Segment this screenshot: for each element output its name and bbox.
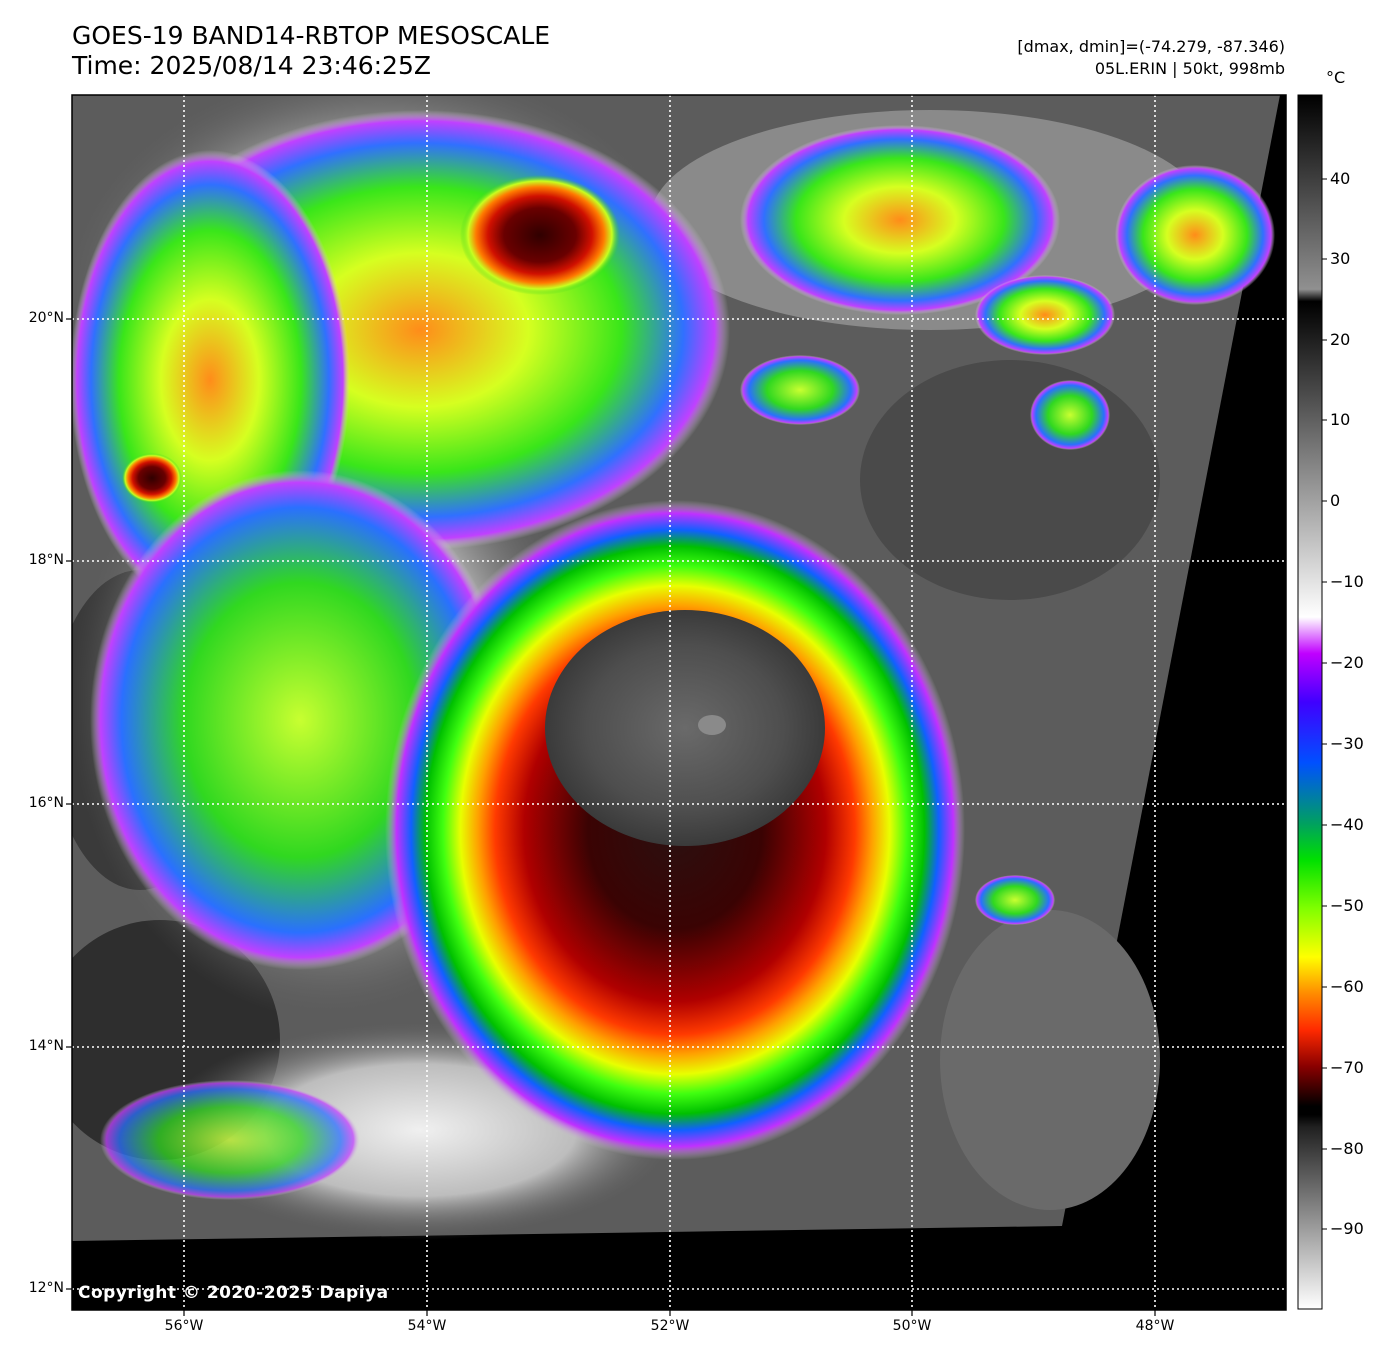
- lat-label-20n: 20°N: [28, 310, 64, 326]
- colorbar-tick-label: −60: [1330, 977, 1364, 996]
- lat-label-16n: 16°N: [28, 795, 64, 811]
- colorbar-tick-label: −90: [1330, 1219, 1364, 1238]
- cold-cloud-top-north: [460, 175, 620, 295]
- dmax-dmin-label: [dmax, dmin]=(-74.279, -87.346): [1017, 37, 1285, 56]
- storm-cold-core: [545, 610, 825, 846]
- colorbar: [1297, 94, 1323, 1310]
- colorbar-tick-label: 20: [1330, 330, 1351, 349]
- lat-label-14n: 14°N: [28, 1038, 64, 1054]
- colorbar-tick-label: 30: [1330, 249, 1351, 268]
- colorbar-tick-label: −40: [1330, 815, 1364, 834]
- colorbar-tick-label: −20: [1330, 653, 1364, 672]
- lon-label-56w: 56°W: [164, 1318, 204, 1334]
- convective-streaks-south: [100, 1080, 360, 1200]
- lon-label-52w: 52°W: [650, 1318, 690, 1334]
- colorbar-tick-label: −30: [1330, 734, 1364, 753]
- graticule: [72, 95, 1286, 1310]
- convective-cell: [1030, 380, 1110, 450]
- convective-cell: [740, 355, 860, 425]
- colorbar-unit: °C: [1326, 68, 1346, 87]
- lon-label-48w: 48°W: [1135, 1318, 1175, 1334]
- copyright-label: Copyright © 2020-2025 Dapiya: [78, 1283, 389, 1303]
- time-label: Time: 2025/08/14 23:46:25Z: [72, 51, 431, 80]
- convective-cell: [975, 275, 1115, 355]
- colorbar-tick-label: −10: [1330, 572, 1364, 591]
- map-border: [71, 94, 1287, 1311]
- axis-ticks: [66, 318, 1156, 1316]
- lon-label-50w: 50°W: [892, 1318, 932, 1334]
- convective-cell: [975, 875, 1055, 925]
- low-cloud-area: [860, 360, 1160, 600]
- colorbar-tick-label: 10: [1330, 410, 1351, 429]
- product-title: GOES-19 BAND14-RBTOP MESOSCALE: [72, 21, 551, 50]
- colorbar-tick-label: −80: [1330, 1139, 1364, 1158]
- lon-label-54w: 54°W: [407, 1318, 447, 1334]
- colorbar-tick-label: 0: [1330, 491, 1341, 510]
- lat-label-18n: 18°N: [28, 552, 64, 568]
- colorbar-ticks: [1322, 178, 1327, 1230]
- convective-cell-northeast-edge: [1115, 165, 1275, 305]
- cold-cloud-top-west: [122, 453, 182, 503]
- colorbar-tick-label: 40: [1330, 169, 1351, 188]
- storm-center: [698, 715, 726, 735]
- lat-label-12n: 12°N: [28, 1280, 64, 1296]
- storm-info-label: 05L.ERIN | 50kt, 998mb: [1094, 59, 1285, 78]
- convective-cell-northeast: [740, 125, 1060, 315]
- colorbar-tick-label: −70: [1330, 1058, 1364, 1077]
- low-cloud-area: [940, 910, 1160, 1210]
- colorbar-tick-label: −50: [1330, 896, 1364, 915]
